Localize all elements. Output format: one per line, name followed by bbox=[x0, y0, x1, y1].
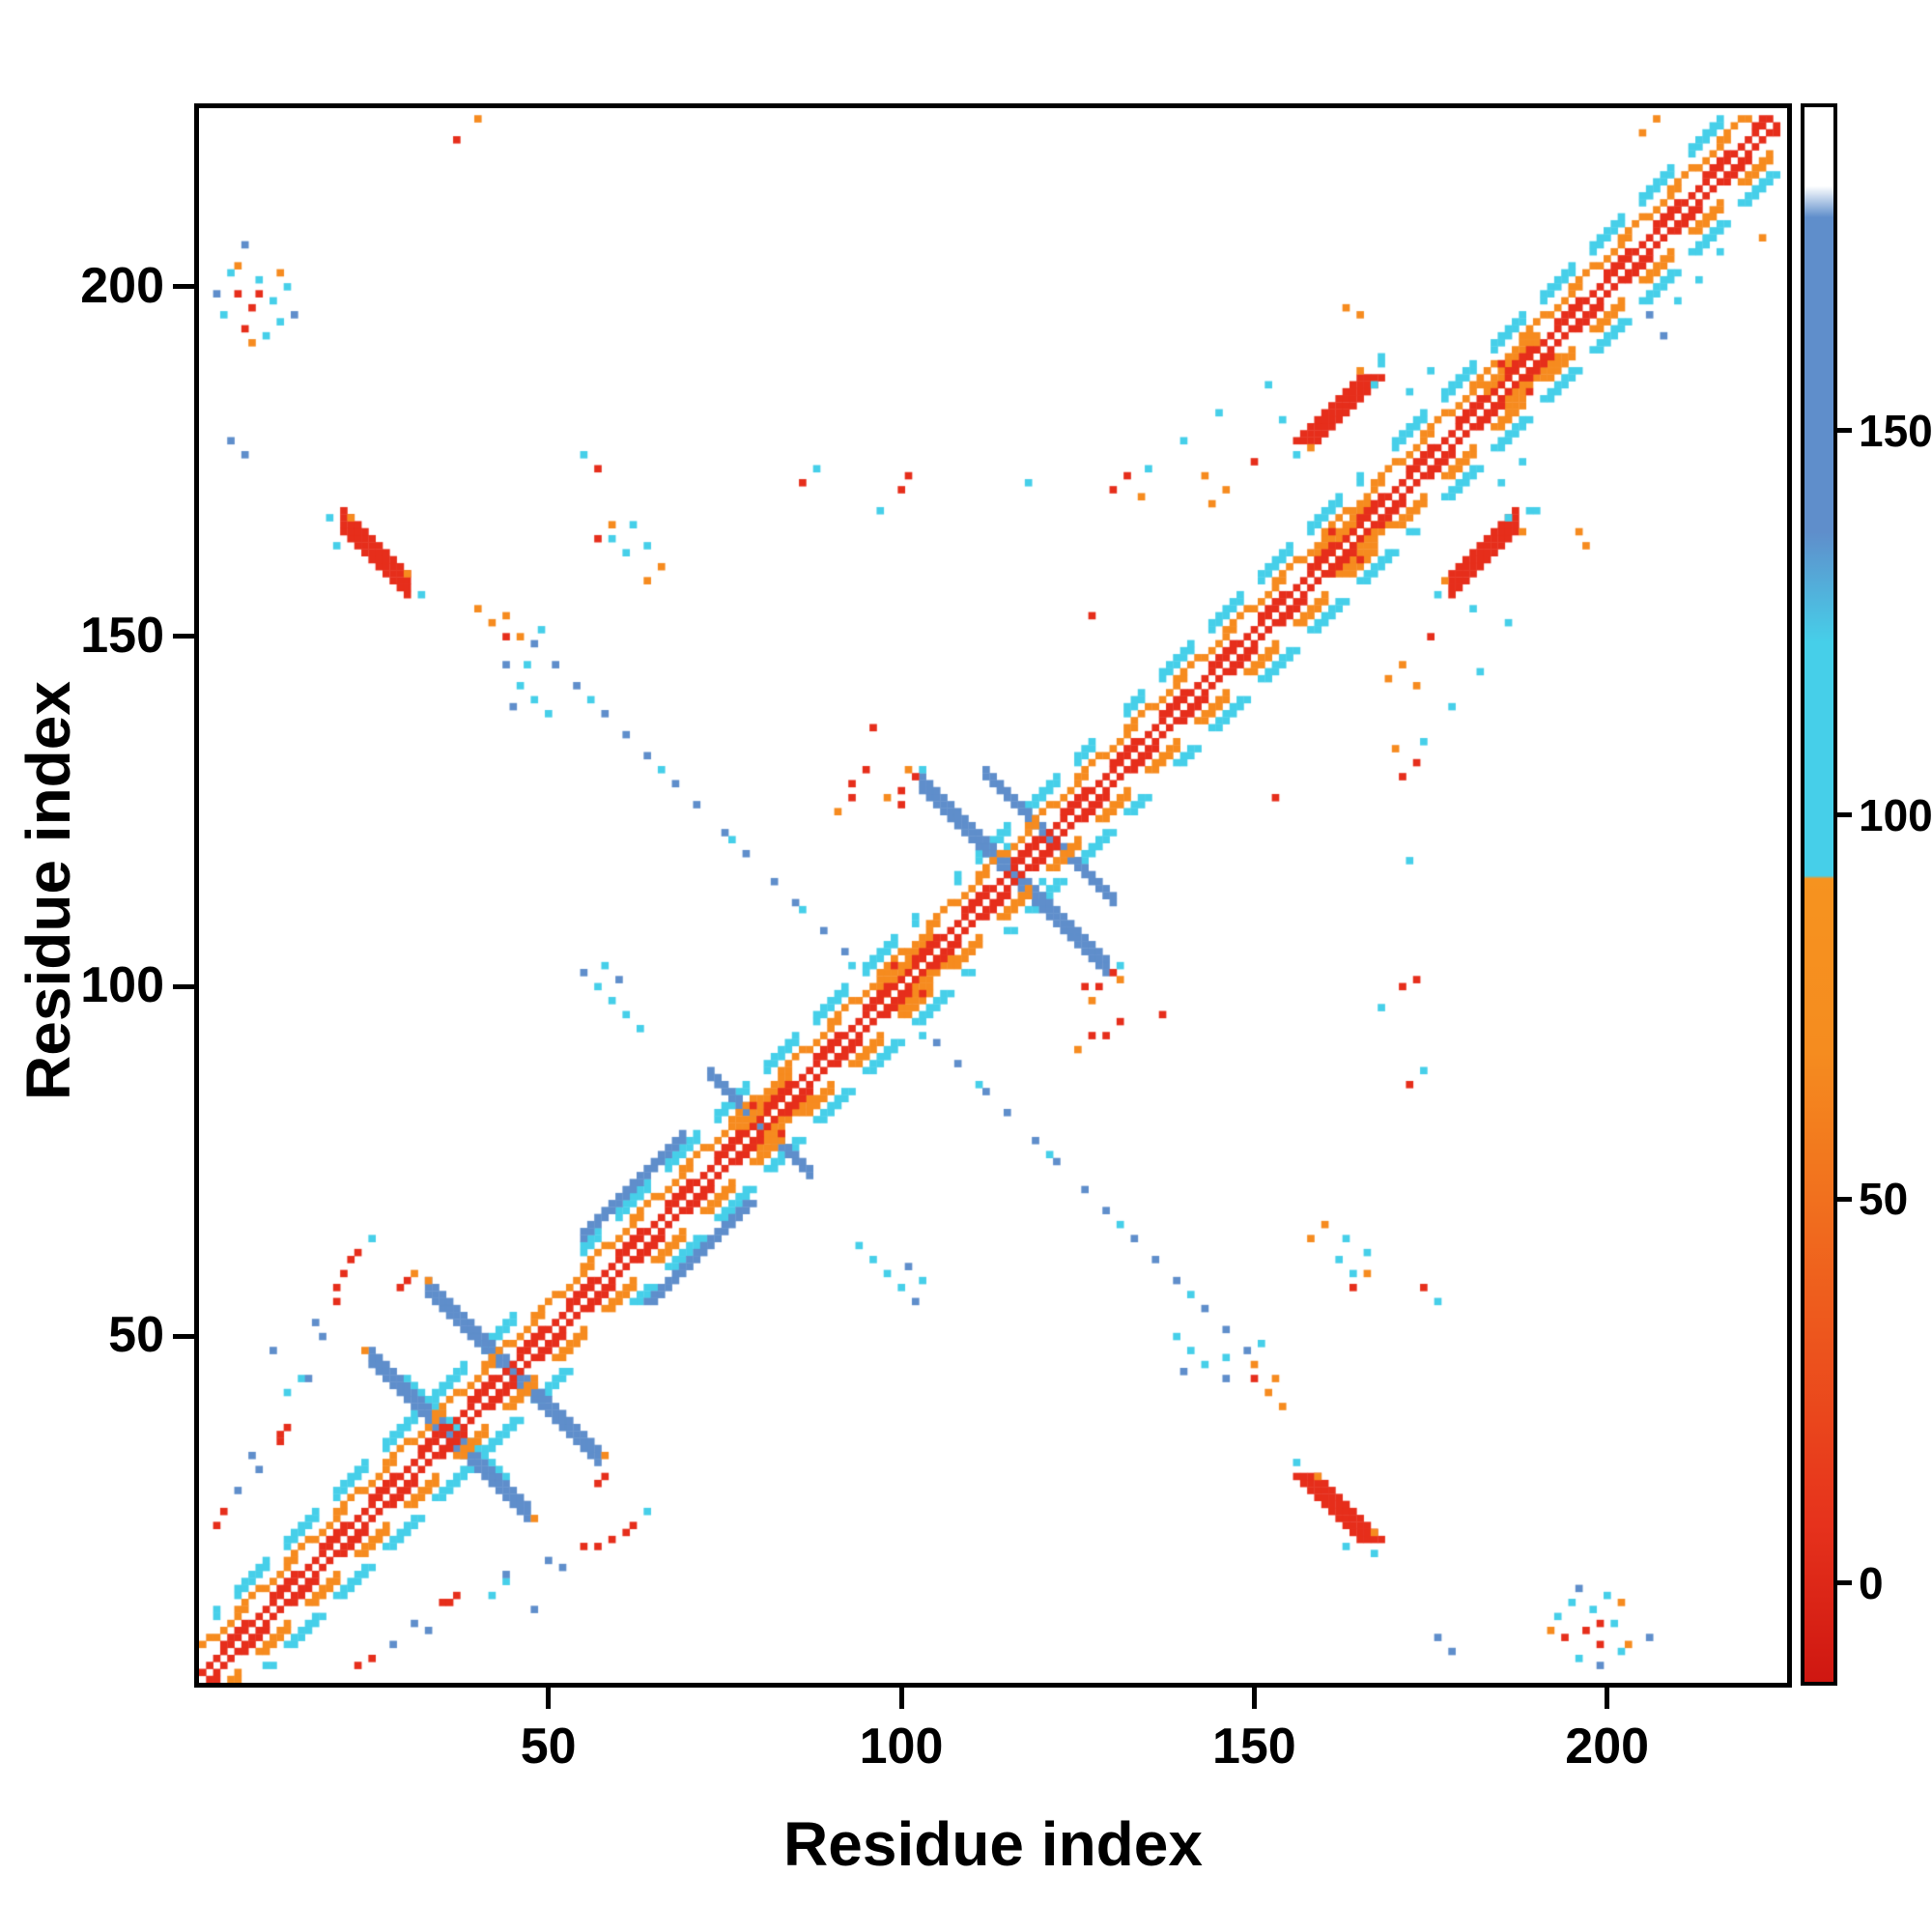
x-tick-label: 100 bbox=[859, 1719, 944, 1775]
y-axis-tick bbox=[173, 1333, 194, 1339]
contact-map-canvas bbox=[199, 108, 1787, 1683]
y-tick-label: 200 bbox=[80, 257, 164, 314]
plot-area bbox=[194, 103, 1792, 1688]
x-axis-title: Residue index bbox=[783, 1809, 1203, 1879]
y-tick-label: 150 bbox=[80, 607, 164, 664]
y-axis-tick bbox=[173, 983, 194, 989]
x-axis-tick bbox=[898, 1688, 904, 1709]
y-axis-tick bbox=[173, 634, 194, 639]
colorbar-tick-label: 150 bbox=[1859, 405, 1932, 456]
y-axis-tick bbox=[173, 284, 194, 290]
colorbar-tick-label: 0 bbox=[1859, 1557, 1884, 1608]
colorbar-tick-label: 100 bbox=[1859, 789, 1932, 840]
x-tick-label: 50 bbox=[520, 1719, 577, 1775]
y-axis-title: Residue index bbox=[14, 681, 83, 1100]
colorbar-tick bbox=[1837, 1196, 1852, 1202]
colorbar bbox=[1801, 103, 1837, 1686]
x-axis-tick bbox=[1605, 1688, 1610, 1709]
colorbar-tick bbox=[1837, 812, 1852, 817]
y-tick-label: 100 bbox=[80, 957, 164, 1014]
x-tick-label: 200 bbox=[1565, 1719, 1650, 1775]
colorbar-tick bbox=[1837, 1580, 1852, 1586]
x-tick-label: 150 bbox=[1211, 1719, 1296, 1775]
colorbar-tick-label: 50 bbox=[1859, 1174, 1909, 1225]
colorbar-tick bbox=[1837, 428, 1852, 434]
y-tick-label: 50 bbox=[108, 1307, 164, 1364]
x-axis-tick bbox=[546, 1688, 552, 1709]
x-axis-tick bbox=[1251, 1688, 1257, 1709]
